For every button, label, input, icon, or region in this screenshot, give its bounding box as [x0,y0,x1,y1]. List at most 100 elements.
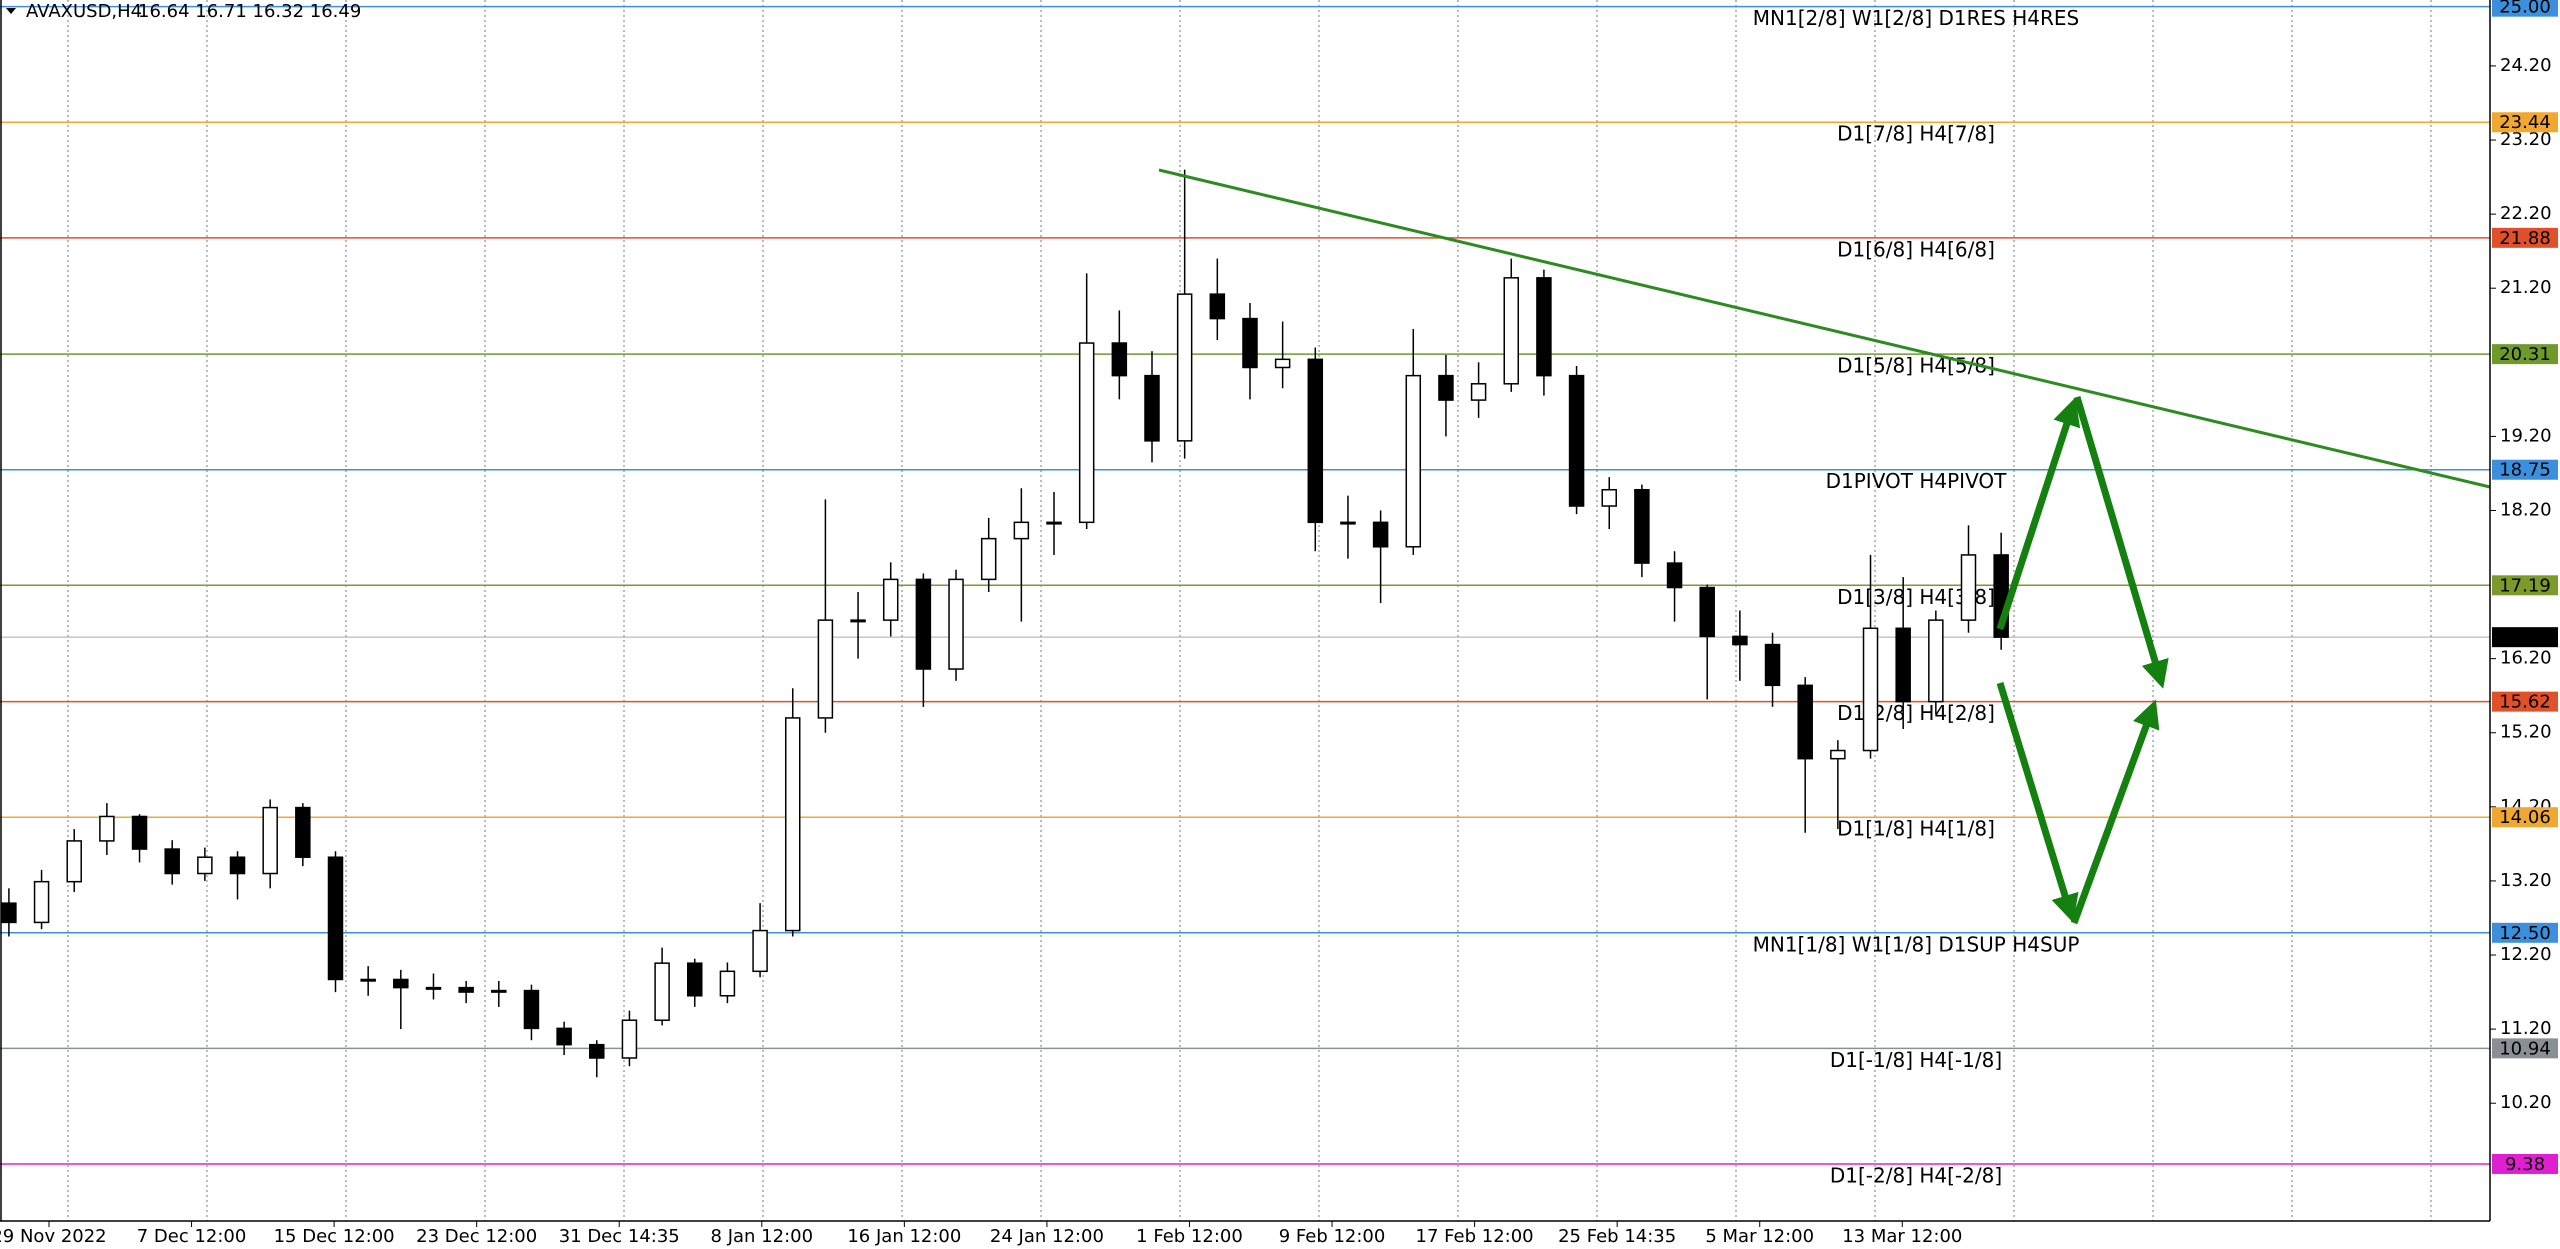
candle-body [1470,383,1487,401]
candle-body [1830,749,1846,760]
price-box [2492,1038,2558,1059]
x-tick-label: 15 Dec 12:00 [274,1226,395,1247]
x-tick-label: 9 Feb 12:00 [1279,1226,1386,1247]
candle-body [1176,293,1193,442]
candle-body [1046,521,1062,525]
scenario-arrows [1996,396,2169,925]
levels: MN1[2/8] W1[2/8] D1RES H4RES D1[7/8] H4[7… [0,5,2490,1187]
price-box-label: 18.75 [2499,460,2551,481]
trend-line [1158,168,2491,489]
y-tick-label: 22.20 [2500,203,2552,224]
candle-body [817,619,834,719]
candle-body [1111,342,1128,377]
candle-body [1895,627,1911,703]
chart-title: AVAXUSD,H4 [26,1,142,22]
candle-body [1960,554,1977,621]
y-tick-label: 19.20 [2500,425,2552,446]
candle-body [882,578,899,621]
price-box [2492,459,2558,480]
level-label: D1[2/8] H4[2/8] [1837,701,1995,725]
candle-body [915,578,932,670]
candle-body [850,619,866,623]
quote: 16.64 16.71 16.32 16.49 [138,1,361,22]
x-tick-label: 1 Feb 12:00 [1136,1226,1243,1247]
candle-body [719,970,736,997]
candle-body [1732,635,1748,646]
arrow [2070,699,2160,925]
price-box [2492,627,2558,648]
price-box-label: 23.44 [2499,112,2551,133]
candle-body [164,848,180,875]
price-box-label: 12.50 [2499,923,2551,944]
candles [1,169,2009,1078]
candle-body [425,986,442,990]
y-tick-label: 16.20 [2500,648,2552,669]
level-label: D1[1/8] H4[1/8] [1837,817,1995,841]
candle-body [327,856,344,981]
y-tick-label: 10.20 [2500,1092,2552,1113]
price-box-label: 21.88 [2499,228,2551,249]
x-tick-label: 29 Nov 2022 [0,1226,107,1247]
candle-body [458,986,474,993]
x-tick-label: 13 Mar 12:00 [1842,1226,1962,1247]
y-tick-label: 18.20 [2500,499,2552,520]
price-box-label: 14.06 [2499,807,2551,828]
candle-body [1568,374,1585,507]
price-box-label: 25.00 [2499,0,2551,18]
candle-body [1699,586,1715,638]
candle-body [784,717,801,932]
candle-body [262,806,278,875]
candle-body [654,962,670,1021]
candle-body [131,815,148,850]
y-tick-label: 24.20 [2500,55,2552,76]
price-box [2492,112,2558,133]
price-box-label: 20.31 [2499,344,2551,365]
y-tick-label: 21.20 [2500,277,2552,298]
x-tick-label: 31 Dec 14:35 [559,1226,680,1247]
candle-body [66,840,82,883]
x-tick-label: 25 Feb 14:35 [1558,1226,1676,1247]
candle-body [1372,521,1389,548]
candle-body [1601,488,1617,507]
candle-body [1078,342,1095,524]
candle-body [948,578,964,670]
price-box [2492,227,2558,248]
candle-body [1928,619,1944,703]
x-tick-label: 8 Jan 12:00 [711,1226,814,1247]
candle-body [393,978,409,989]
arrow [1996,397,2081,631]
vertical-grid [67,0,2432,1221]
candle-body [1307,358,1324,524]
y-tick-label: 23.20 [2500,129,2552,150]
candle-body [556,1027,572,1046]
candle-body [229,856,246,875]
y-tick-label: 13.20 [2500,870,2552,891]
arrow [1996,681,2079,923]
menu-triangle [6,8,16,14]
price-box [2492,807,2558,828]
x-tick-label: 7 Dec 12:00 [137,1226,247,1247]
candle-body [1405,374,1422,548]
price-box-label: 10.94 [2499,1038,2551,1059]
price-box-label: 17.19 [2499,575,2551,596]
level-label: MN1[2/8] W1[2/8] D1RES H4RES [1753,6,2079,30]
candle-body [1536,277,1552,377]
candle-body [1340,521,1356,525]
candle-body [1666,562,1683,589]
candle-body [1764,643,1781,687]
candle-body [197,856,213,875]
candle-body [360,978,376,982]
y-tick-label: 12.20 [2500,944,2552,965]
x-tick-label: 5 Mar 12:00 [1705,1226,1814,1247]
arrow [2073,396,2169,689]
price-box [2492,922,2558,943]
candle-body [33,880,50,924]
candle-body [980,537,997,581]
candle-body [1209,293,1226,320]
candle-body [1438,374,1454,401]
candle-body [1,902,17,924]
candle-body [491,989,507,993]
level-label: D1[-1/8] H4[-1/8] [1830,1048,2002,1072]
